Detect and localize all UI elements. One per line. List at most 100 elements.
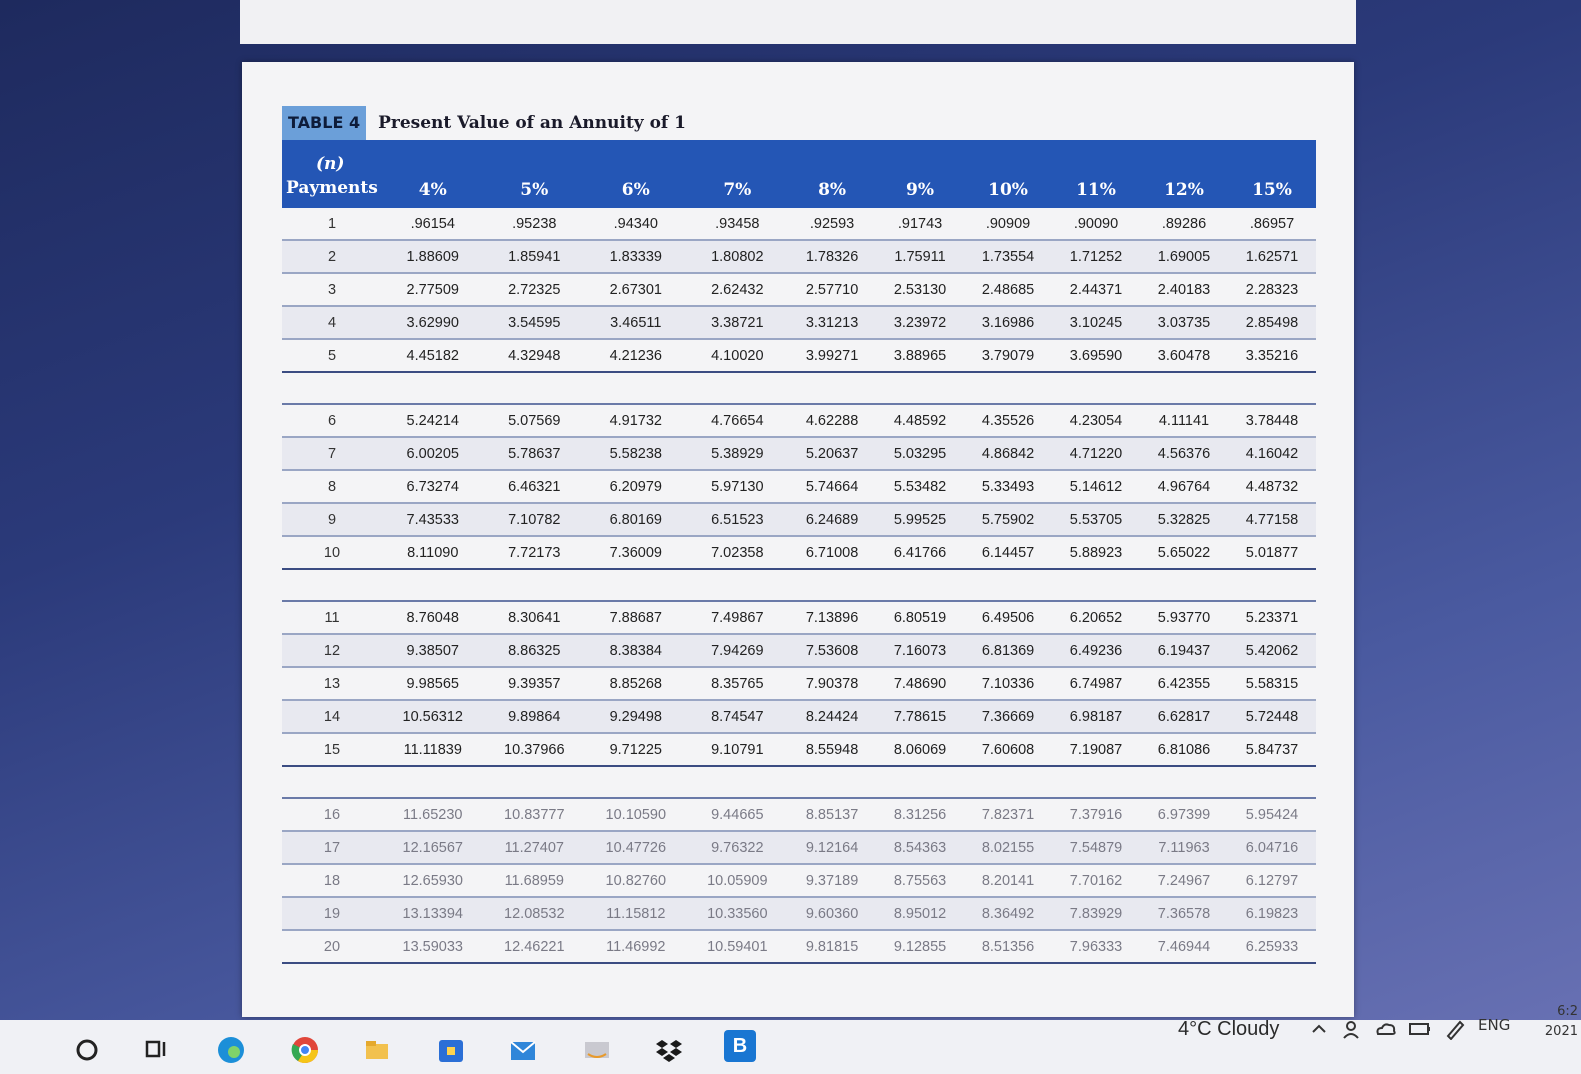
table-row: 1.96154.95238.94340.93458.92593.91743.90…: [282, 208, 1316, 241]
value-cell: .93458: [686, 208, 789, 241]
value-cell: 7.72173: [483, 536, 586, 570]
rate-header: 8%: [788, 140, 877, 208]
dropbox-icon[interactable]: [654, 1034, 684, 1064]
value-cell: 3.69590: [1052, 339, 1140, 373]
value-cell: 4.56376: [1140, 437, 1228, 471]
value-cell: 8.31256: [876, 798, 965, 832]
rate-header: 6%: [585, 140, 687, 208]
value-cell: 11.15812: [585, 897, 687, 931]
value-cell: 5.01877: [1227, 536, 1316, 570]
value-cell: 6.49506: [964, 601, 1053, 635]
value-cell: 2.57710: [788, 273, 877, 307]
value-cell: .90909: [964, 208, 1053, 241]
value-cell: 5.58238: [585, 437, 687, 471]
chrome-icon[interactable]: [290, 1034, 320, 1064]
value-cell: 6.81369: [964, 634, 1053, 668]
value-cell: 10.56312: [382, 700, 484, 734]
value-cell: 3.23972: [876, 306, 965, 340]
weather-widget[interactable]: 4°C Cloudy: [1178, 1018, 1280, 1040]
clock[interactable]: 6:2 2021: [1530, 1002, 1578, 1042]
block-separator: [282, 372, 1316, 405]
value-cell: 7.83929: [1052, 897, 1140, 931]
table-row: 2 1.88609 1.85941 1.83339 1.80802 1.78326 1.75…: [282, 240, 1316, 274]
table-header-row: (n) Payments 4% 5% 6% 7% 8% 9% 10% 11% 1…: [282, 140, 1316, 208]
value-cell: 8.06069: [876, 733, 965, 767]
value-cell: 7.46944: [1140, 930, 1228, 964]
value-cell: 8.86325: [483, 634, 586, 668]
payments-cell: 9: [282, 503, 382, 537]
value-cell: 2.62432: [686, 273, 789, 307]
value-cell: 5.23371: [1227, 601, 1316, 635]
value-cell: 5.33493: [964, 470, 1053, 504]
pen-icon[interactable]: [1444, 1018, 1466, 1040]
payments-column-header: (n) Payments: [282, 140, 382, 208]
value-cell: 4.91732: [585, 404, 687, 438]
amazon-icon[interactable]: [582, 1034, 612, 1064]
value-cell: 5.99525: [876, 503, 965, 537]
value-cell: 8.76048: [382, 601, 484, 635]
mail-icon[interactable]: [508, 1034, 538, 1064]
value-cell: 10.37966: [483, 733, 586, 767]
payments-cell: 4: [282, 306, 382, 340]
value-cell: 3.60478: [1140, 339, 1228, 373]
people-icon[interactable]: [1340, 1018, 1362, 1040]
value-cell: 12.08532: [483, 897, 586, 931]
task-view-icon[interactable]: [142, 1034, 172, 1064]
store-icon[interactable]: [436, 1034, 466, 1064]
value-cell: 2.40183: [1140, 273, 1228, 307]
value-cell: 8.85137: [788, 798, 877, 832]
value-cell: 10.59401: [686, 930, 789, 964]
value-cell: 4.62288: [788, 404, 877, 438]
value-cell: 5.07569: [483, 404, 586, 438]
table-row: 8 6.73274 6.46321 6.20979 5.97130 5.74664 5.53…: [282, 470, 1316, 504]
value-cell: 4.96764: [1140, 470, 1228, 504]
value-cell: 6.41766: [876, 536, 965, 570]
value-cell: 7.88687: [585, 601, 687, 635]
value-cell: 7.70162: [1052, 864, 1140, 898]
value-cell: 5.72448: [1227, 700, 1316, 734]
payments-cell: 5: [282, 339, 382, 373]
value-cell: 4.48732: [1227, 470, 1316, 504]
table-row: 11 8.76048 8.30641 7.88687 7.49867 7.13896 6.8…: [282, 601, 1316, 635]
search-icon[interactable]: [72, 1034, 102, 1064]
value-cell: 6.20652: [1052, 601, 1140, 635]
onedrive-icon[interactable]: [1374, 1018, 1398, 1040]
payments-cell: 20: [282, 930, 382, 964]
value-cell: 5.93770: [1140, 601, 1228, 635]
table-row: 10 8.11090 7.72173 7.36009 7.02358 6.71008 6.4…: [282, 536, 1316, 570]
value-cell: 7.78615: [876, 700, 965, 734]
chevron-up-icon[interactable]: [1310, 1020, 1328, 1038]
battery-icon[interactable]: [1408, 1018, 1432, 1040]
table-row: 9 7.43533 7.10782 6.80169 6.51523 6.24689 5.99…: [282, 503, 1316, 537]
value-cell: 12.16567: [382, 831, 484, 865]
rate-header: 7%: [686, 140, 789, 208]
value-cell: .95238: [483, 208, 586, 241]
value-cell: 13.13394: [382, 897, 484, 931]
value-cell: 4.48592: [876, 404, 965, 438]
table-row: 15 11.11839 10.37966 9.71225 9.10791 8.55948 8…: [282, 733, 1316, 767]
b-app-icon[interactable]: B: [724, 1030, 756, 1062]
value-cell: 7.02358: [686, 536, 789, 570]
value-cell: 4.86842: [964, 437, 1053, 471]
file-explorer-icon[interactable]: [362, 1034, 392, 1064]
value-cell: 7.96333: [1052, 930, 1140, 964]
value-cell: 1.75911: [876, 240, 965, 274]
payments-cell: 2: [282, 240, 382, 274]
value-cell: 8.51356: [964, 930, 1053, 964]
edge-icon[interactable]: [216, 1034, 246, 1064]
value-cell: 8.11090: [382, 536, 484, 570]
table-row: 17 12.16567 11.27407 10.47726 9.76322 9.12164…: [282, 831, 1316, 865]
textbook-page: TABLE 4 Present Value of an Annuity of 1…: [242, 62, 1354, 1017]
payments-cell: 1: [282, 208, 382, 241]
rate-header: 4%: [382, 140, 484, 208]
value-cell: 6.19437: [1140, 634, 1228, 668]
value-cell: 5.24214: [382, 404, 484, 438]
value-cell: 4.10020: [686, 339, 789, 373]
language-indicator[interactable]: ENG: [1478, 1016, 1511, 1034]
value-cell: 4.76654: [686, 404, 789, 438]
payments-cell: 12: [282, 634, 382, 668]
value-cell: 1.73554: [964, 240, 1053, 274]
value-cell: 8.54363: [876, 831, 965, 865]
value-cell: 6.42355: [1140, 667, 1228, 701]
value-cell: 2.72325: [483, 273, 586, 307]
